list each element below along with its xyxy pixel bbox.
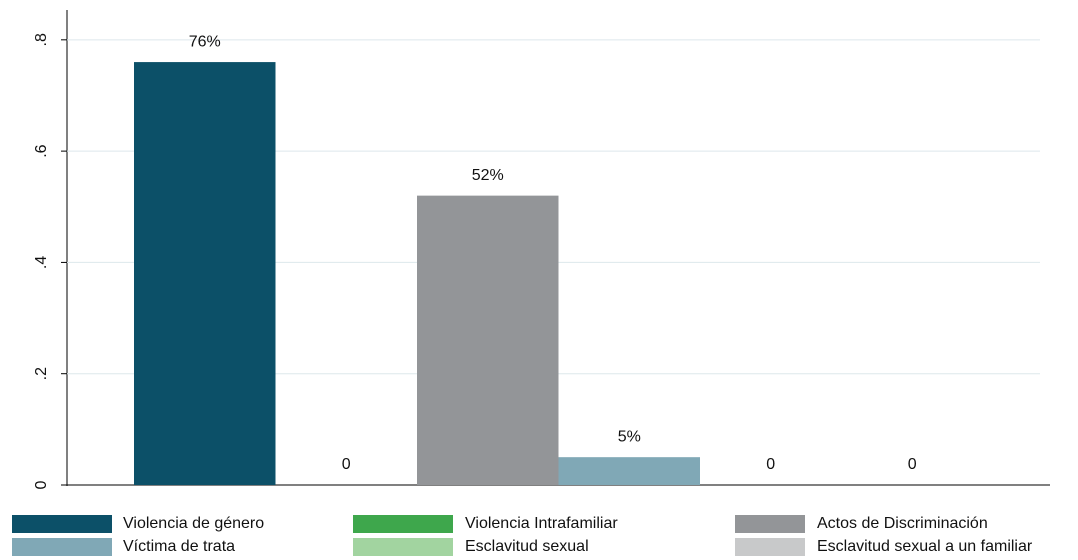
value-label: 0 (342, 456, 351, 473)
y-tick-label: .8 (33, 33, 50, 46)
legend-label: Víctima de trata (123, 538, 235, 555)
value-label: 76% (189, 33, 221, 50)
value-label: 52% (472, 167, 504, 184)
y-tick-label: .6 (33, 144, 50, 157)
bar (558, 457, 700, 485)
legend-label: Esclavitud sexual a un familiar (817, 538, 1033, 555)
bar (417, 195, 559, 485)
y-tick-label: 0 (33, 480, 50, 489)
legend-label: Esclavitud sexual (465, 538, 589, 555)
value-label: 5% (618, 428, 641, 445)
legend-swatch (353, 515, 453, 533)
legend-swatch (12, 538, 112, 556)
legend-swatch (353, 538, 453, 556)
legend-swatch (735, 515, 805, 533)
legend-swatch (735, 538, 805, 556)
value-label: 0 (766, 456, 775, 473)
legend-label: Violencia Intrafamiliar (465, 515, 618, 532)
y-tick-label: .4 (33, 256, 50, 269)
y-tick-label: .2 (33, 367, 50, 380)
value-label: 0 (908, 456, 917, 473)
legend-swatch (12, 515, 112, 533)
bar (134, 62, 276, 486)
legend-label: Violencia de género (123, 515, 264, 532)
legend-label: Actos de Discriminación (817, 515, 988, 532)
